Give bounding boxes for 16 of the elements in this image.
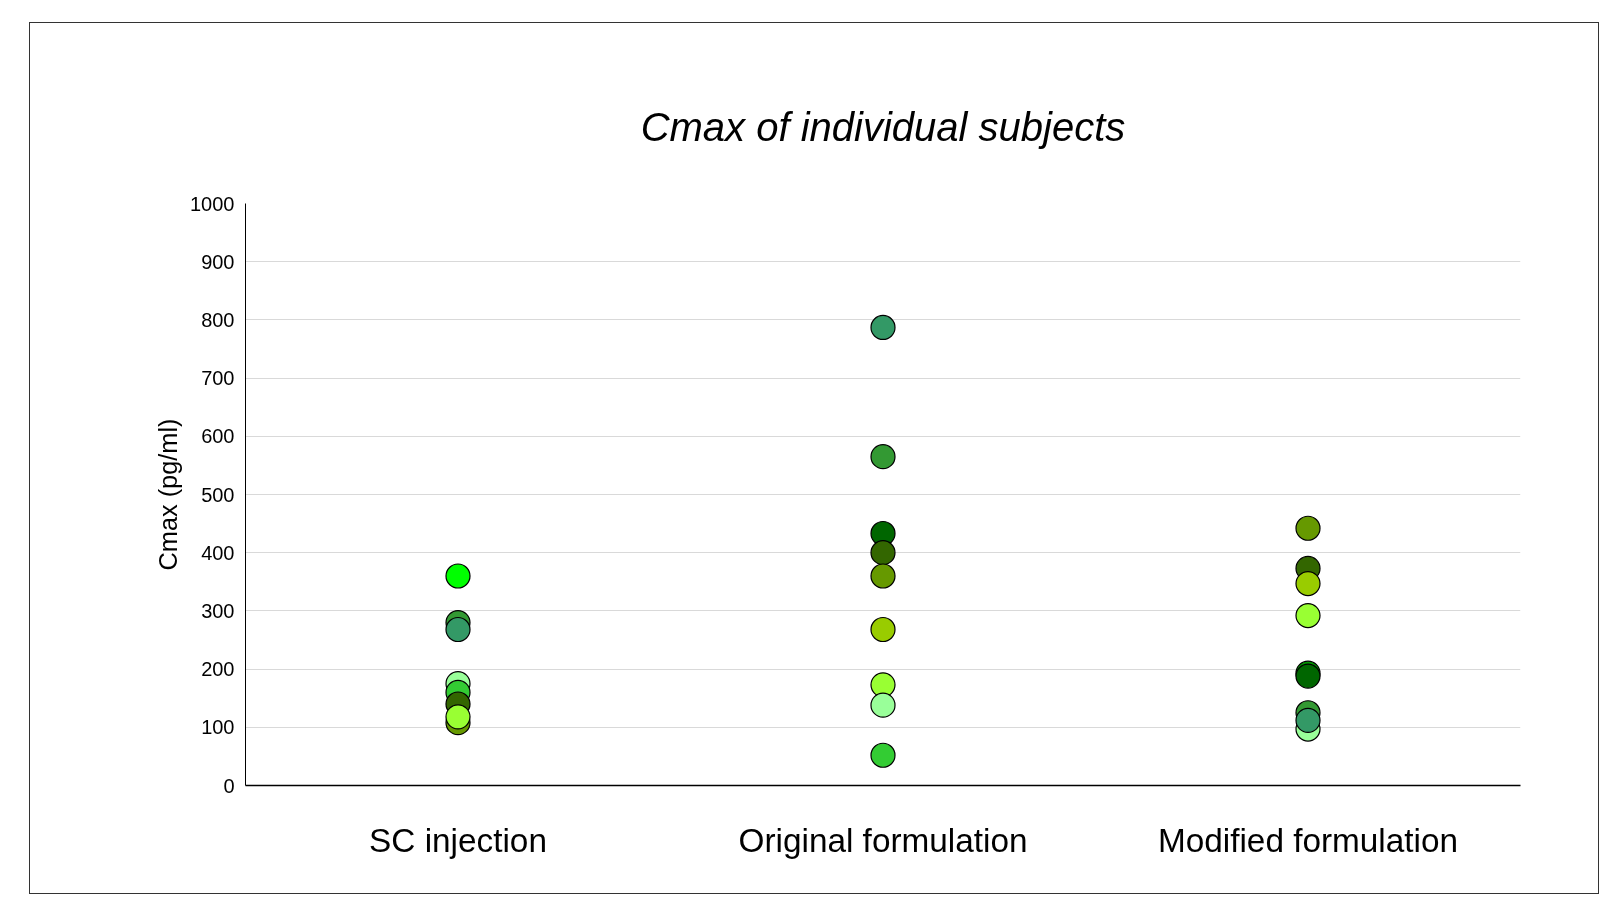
chart-title: Cmax of individual subjects <box>640 104 1126 149</box>
y-tick-label: 800 <box>201 308 235 331</box>
y-tick-label: 600 <box>201 425 235 448</box>
y-tick-label: 500 <box>201 483 235 506</box>
y-tick-label: 0 <box>223 774 235 797</box>
y-tick-label: 900 <box>201 250 235 273</box>
y-tick-label: 300 <box>201 599 235 622</box>
y-axis-title: Cmax (pg/ml) <box>154 418 183 571</box>
y-tick-label: 1000 <box>190 192 235 215</box>
y-tick-label: 200 <box>201 658 235 681</box>
y-tick-label: 100 <box>201 716 235 739</box>
x-tick-label: SC injection <box>369 821 547 859</box>
x-tick-label: Original formulation <box>738 821 1028 859</box>
y-tick-label: 400 <box>201 541 235 564</box>
x-tick-label: Modified formulation <box>1157 821 1459 859</box>
y-tick-label: 700 <box>201 367 235 390</box>
